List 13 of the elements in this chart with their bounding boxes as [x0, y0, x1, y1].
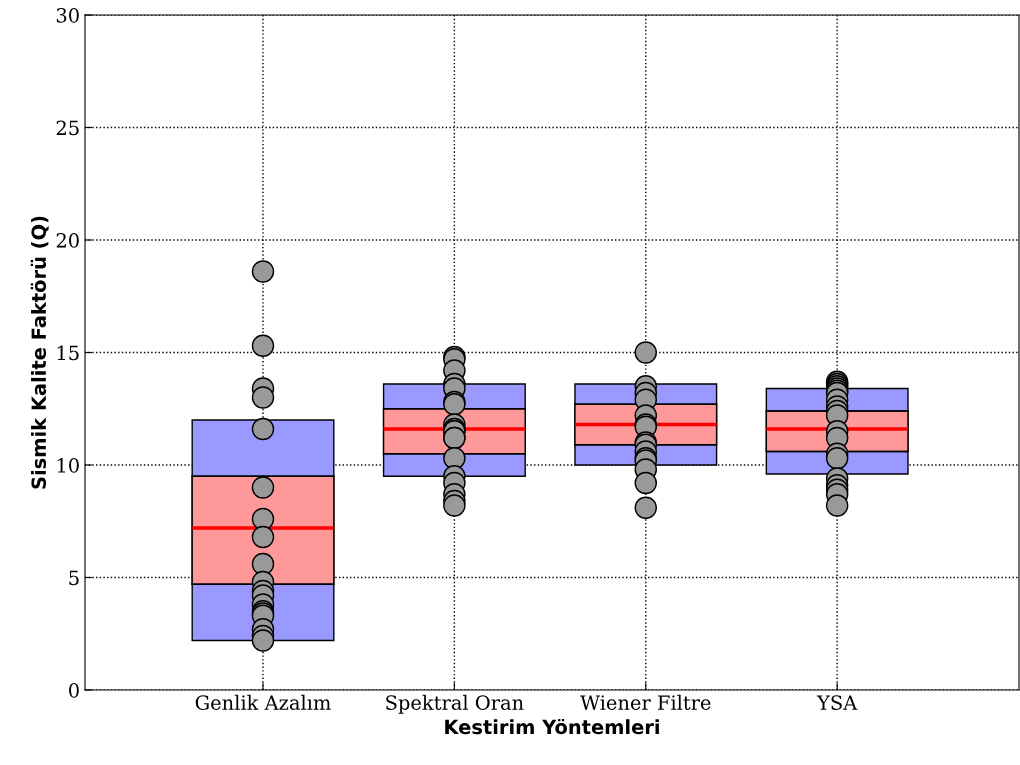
- y-tick-label: 20: [56, 232, 79, 248]
- y-tick-label: 0: [69, 682, 79, 698]
- x-tick-label: YSA: [816, 695, 858, 710]
- y-tick-label: 25: [56, 120, 79, 136]
- y-tick-label: 10: [57, 457, 79, 473]
- x-tick-label: Wiener Filtre: [580, 694, 711, 710]
- y-axis-title: Sismik Kalite Faktörü (Q): [30, 216, 49, 489]
- y-tick-label: 15: [57, 345, 79, 361]
- y-tick-label: 5: [69, 570, 79, 586]
- x-axis-title: Kestirim Yöntemleri: [445, 718, 659, 735]
- x-tick-label: Genlik Azalım: [195, 694, 331, 710]
- x-tick-label: Spektral Oran: [386, 694, 524, 714]
- y-tick-label: 30: [56, 7, 79, 23]
